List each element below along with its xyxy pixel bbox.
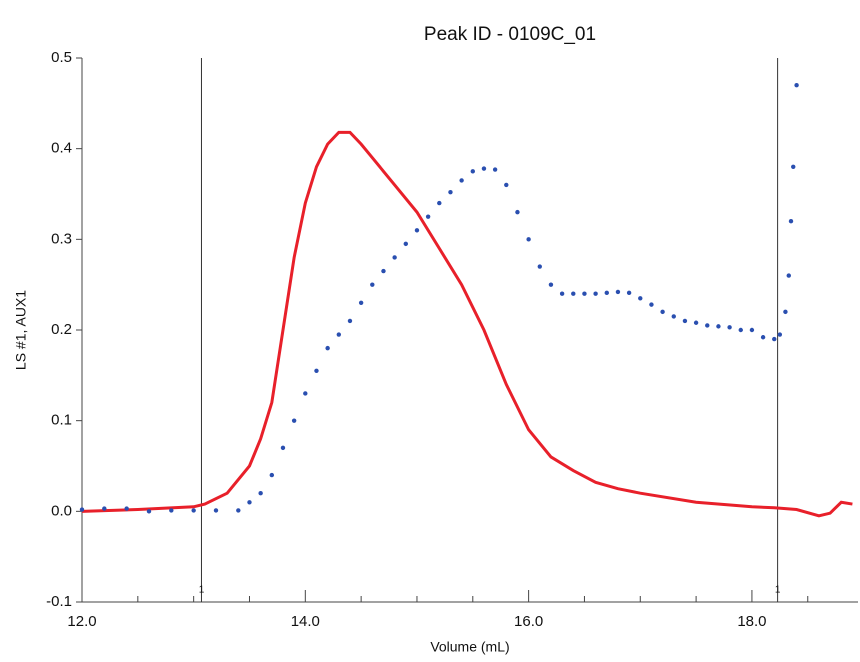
data-point: [102, 506, 107, 511]
x-axis-label: Volume (mL): [430, 639, 509, 655]
y-tick-label: 0.5: [51, 49, 72, 66]
data-point: [559, 291, 565, 296]
data-point: [403, 241, 408, 247]
data-point: [258, 491, 263, 496]
data-point: [325, 345, 330, 351]
data-point: [448, 189, 453, 195]
data-point: [358, 300, 364, 305]
data-point: [381, 268, 386, 274]
data-point: [392, 255, 397, 260]
data-point: [492, 167, 498, 172]
data-point: [783, 309, 788, 315]
data-point: [593, 291, 598, 296]
data-point: [537, 264, 542, 269]
data-point: [213, 508, 219, 513]
data-point: [515, 209, 520, 215]
peak-marker-label: 1: [199, 585, 205, 596]
data-point: [470, 169, 475, 174]
data-point: [247, 500, 252, 505]
data-point: [146, 509, 152, 514]
data-point: [291, 418, 297, 423]
y-axis-label: LS #1, AUX1: [13, 290, 29, 370]
data-point: [370, 282, 375, 287]
data-point: [791, 164, 796, 169]
data-point: [727, 325, 732, 330]
chart-title: Peak ID - 0109C_01: [424, 24, 596, 45]
data-point: [649, 302, 654, 307]
data-point: [786, 273, 791, 278]
data-point: [169, 508, 174, 513]
data-point: [336, 332, 342, 337]
data-point: [526, 237, 531, 242]
data-point: [481, 166, 487, 171]
data-point: [777, 332, 783, 337]
data-point: [626, 290, 632, 296]
data-point: [738, 327, 743, 333]
data-point: [794, 83, 799, 88]
y-tick-label: 0.3: [51, 230, 72, 247]
y-tick-label: 0.2: [51, 321, 72, 338]
peak-marker-label: 1: [775, 585, 781, 596]
x-tick-label: 14.0: [291, 613, 320, 630]
data-point: [347, 318, 353, 324]
data-point: [571, 291, 576, 296]
data-line: [81, 130, 853, 518]
data-point: [615, 289, 621, 295]
data-point: [693, 320, 699, 325]
data-point: [604, 290, 609, 296]
data-point: [705, 323, 710, 328]
data-point: [314, 368, 319, 373]
data-point: [269, 472, 275, 478]
data-point: [191, 508, 196, 513]
x-tick-label: 18.0: [737, 613, 766, 630]
data-point: [682, 318, 688, 324]
data-point: [504, 182, 509, 188]
data-point: [236, 508, 241, 513]
y-tick-label: 0.4: [51, 140, 72, 157]
data-point: [437, 200, 442, 206]
data-point: [280, 445, 286, 451]
x-tick-label: 16.0: [514, 613, 543, 630]
data-point: [548, 282, 554, 287]
data-point: [303, 391, 308, 396]
data-point: [79, 507, 85, 512]
data-point: [788, 219, 794, 224]
data-point: [459, 178, 464, 183]
data-point: [660, 309, 665, 315]
y-tick-label: 0.1: [51, 412, 72, 429]
data-point: [425, 214, 431, 219]
data-point: [124, 506, 129, 511]
data-point: [772, 336, 777, 342]
data-point: [638, 296, 643, 301]
y-tick-label: 0.0: [51, 502, 72, 519]
data-point: [414, 228, 420, 233]
data-point: [760, 335, 766, 340]
data-point: [582, 291, 587, 296]
x-tick-label: 12.0: [67, 613, 96, 630]
data-point: [671, 314, 676, 319]
data-point: [716, 324, 721, 329]
y-tick-label: -0.1: [46, 593, 72, 610]
data-point: [749, 327, 755, 333]
